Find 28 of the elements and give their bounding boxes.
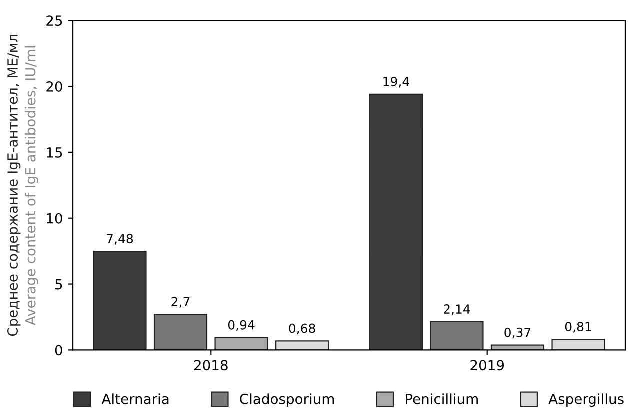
bar bbox=[275, 340, 330, 350]
y-tick-label: 25 bbox=[46, 16, 62, 26]
data-label: 2,7 bbox=[172, 297, 190, 308]
legend-label: Penicillium bbox=[406, 394, 478, 404]
data-label: 7,48 bbox=[107, 234, 134, 245]
bar bbox=[214, 337, 268, 350]
bar bbox=[369, 94, 424, 350]
legend-label: Alternaria bbox=[102, 394, 169, 404]
y-tick-label: 0 bbox=[55, 345, 62, 356]
y-tick-label: 10 bbox=[47, 213, 62, 224]
data-label: 0,81 bbox=[565, 322, 592, 333]
bar bbox=[154, 314, 208, 350]
y-tick-label: 20 bbox=[46, 81, 62, 92]
bar bbox=[552, 338, 606, 350]
data-label: 0,68 bbox=[289, 324, 316, 335]
data-label: 0,94 bbox=[228, 320, 255, 332]
x-tick-label: 2018 bbox=[194, 360, 228, 371]
data-label: 19,4 bbox=[384, 77, 410, 88]
legend-label: Aspergillus bbox=[548, 394, 624, 408]
y-axis-title: Среднее содержание IgE-антител, МЕ/мл Average content of IgE antibodies, IU/ml bbox=[7, 35, 38, 336]
data-label: 0,37 bbox=[504, 328, 531, 339]
bar bbox=[430, 321, 484, 350]
legend-label: Cladosporium bbox=[240, 394, 334, 408]
y-tick-label: 5 bbox=[56, 279, 62, 290]
x-tick-label: 2019 bbox=[470, 360, 504, 371]
bar bbox=[93, 251, 147, 350]
y-tick-label: 15 bbox=[47, 148, 62, 158]
data-label: 2,14 bbox=[444, 304, 470, 316]
